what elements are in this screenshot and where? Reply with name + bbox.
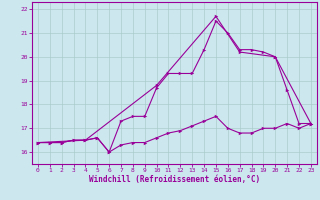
X-axis label: Windchill (Refroidissement éolien,°C): Windchill (Refroidissement éolien,°C) — [89, 175, 260, 184]
